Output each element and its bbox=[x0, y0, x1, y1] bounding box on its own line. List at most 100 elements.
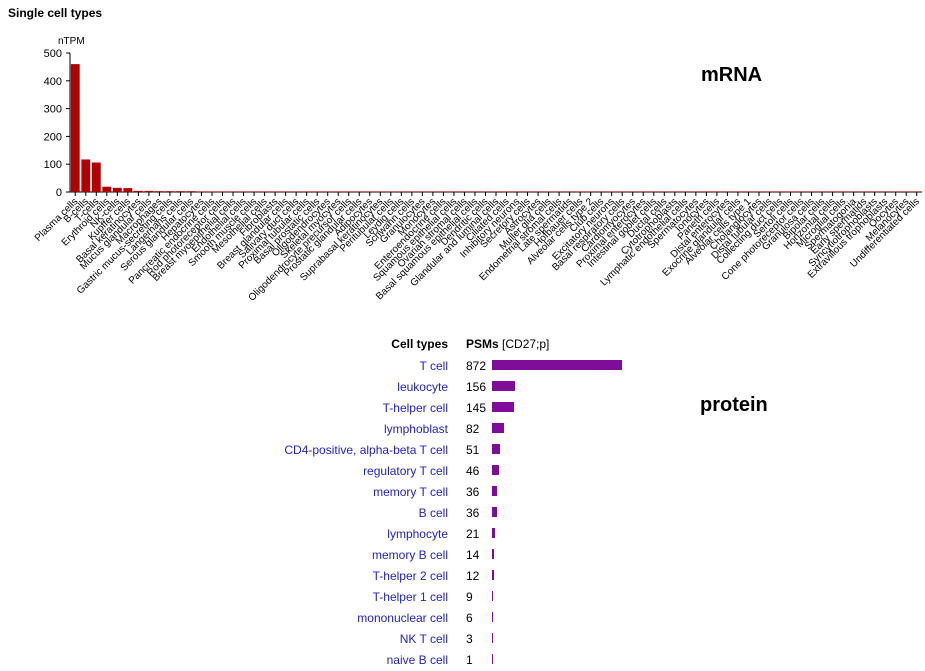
cell-type-link[interactable]: T-helper 2 cell bbox=[373, 569, 448, 583]
protein-bar bbox=[492, 528, 495, 538]
cell-type-link[interactable]: naive B cell bbox=[387, 653, 448, 667]
mrna-bar bbox=[628, 191, 637, 192]
protein-row: T cell 872 bbox=[0, 356, 925, 377]
mrna-bar bbox=[123, 188, 132, 192]
cell-type-link[interactable]: mononuclear cell bbox=[357, 611, 448, 625]
psm-value: 21 bbox=[466, 527, 479, 541]
mrna-bar bbox=[71, 64, 80, 192]
y-tick-label: 300 bbox=[44, 104, 62, 116]
mrna-bar bbox=[250, 191, 259, 192]
protein-row: lymphocyte 21 bbox=[0, 524, 925, 545]
mrna-bar bbox=[502, 191, 511, 192]
cell-type-link[interactable]: B cell bbox=[419, 506, 448, 520]
mrna-bar bbox=[313, 191, 322, 192]
mrna-bar bbox=[607, 191, 616, 192]
cell-type-link[interactable]: memory B cell bbox=[372, 548, 448, 562]
cell-type-link[interactable]: CD4-positive, alpha-beta T cell bbox=[284, 443, 448, 457]
mrna-bar bbox=[544, 191, 553, 192]
mrna-bar bbox=[460, 191, 469, 192]
mrna-bar bbox=[534, 191, 543, 192]
protein-bar bbox=[492, 612, 493, 622]
mrna-bar bbox=[597, 191, 606, 192]
protein-bar bbox=[492, 444, 500, 454]
mrna-bar bbox=[839, 191, 848, 192]
mrna-bar bbox=[439, 191, 448, 192]
cell-type-link[interactable]: T-helper 1 cell bbox=[373, 590, 448, 604]
cell-type-link[interactable]: lymphocyte bbox=[387, 527, 448, 541]
cell-type-link[interactable]: T cell bbox=[420, 359, 448, 373]
protein-psm-header: PSMs [CD27;p] bbox=[466, 337, 549, 351]
mrna-bar bbox=[712, 191, 721, 192]
psm-value: 3 bbox=[466, 632, 473, 646]
protein-bar bbox=[492, 549, 494, 559]
mrna-bar bbox=[586, 191, 595, 192]
protein-row: lymphoblast 82 bbox=[0, 419, 925, 440]
mrna-bar bbox=[807, 191, 816, 192]
cell-type-link[interactable]: regulatory T cell bbox=[363, 464, 448, 478]
y-tick-label: 100 bbox=[44, 159, 62, 171]
mrna-bar bbox=[81, 159, 90, 192]
cell-type-link[interactable]: T-helper cell bbox=[383, 401, 448, 415]
protein-bar bbox=[492, 465, 499, 475]
mrna-bar bbox=[670, 191, 679, 192]
mrna-bar bbox=[323, 191, 332, 192]
mrna-bar bbox=[649, 191, 658, 192]
protein-row: regulatory T cell 46 bbox=[0, 461, 925, 482]
mrna-bar bbox=[912, 191, 921, 192]
y-tick-label: 0 bbox=[56, 187, 62, 199]
psm-value: 46 bbox=[466, 464, 479, 478]
mrna-bar bbox=[639, 191, 648, 192]
mrna-bar bbox=[513, 191, 522, 192]
mrna-bar bbox=[881, 191, 890, 192]
mrna-bar bbox=[376, 191, 385, 192]
y-tick-label: 500 bbox=[44, 48, 62, 60]
mrna-bar bbox=[113, 188, 122, 192]
psm-value: 82 bbox=[466, 422, 479, 436]
cell-type-link[interactable]: leukocyte bbox=[397, 380, 448, 394]
mrna-bar bbox=[660, 191, 669, 192]
psm-value: 9 bbox=[466, 590, 473, 604]
mrna-bar bbox=[776, 191, 785, 192]
mrna-bar bbox=[397, 191, 406, 192]
mrna-bar bbox=[229, 191, 238, 192]
mrna-bar bbox=[166, 191, 175, 192]
protein-bar bbox=[492, 423, 504, 433]
mrna-bar bbox=[523, 191, 532, 192]
protein-bar bbox=[492, 507, 497, 517]
mrna-bar bbox=[218, 191, 227, 192]
mrna-bar bbox=[386, 191, 395, 192]
section-title: Single cell types bbox=[8, 6, 102, 20]
y-tick-label: 400 bbox=[44, 76, 62, 88]
mrna-bar bbox=[155, 191, 164, 192]
mrna-bar bbox=[176, 191, 185, 192]
mrna-bar bbox=[565, 191, 574, 192]
psm-header-unit: [CD27;p] bbox=[502, 337, 549, 351]
cell-type-link[interactable]: NK T cell bbox=[400, 632, 448, 646]
psm-value: 51 bbox=[466, 443, 479, 457]
mrna-label: mRNA bbox=[701, 64, 762, 87]
mrna-bar bbox=[292, 191, 301, 192]
psm-value: 36 bbox=[466, 485, 479, 499]
protein-bar bbox=[492, 570, 494, 580]
psm-value: 872 bbox=[466, 359, 486, 373]
mrna-bar bbox=[618, 191, 627, 192]
mrna-bar bbox=[576, 191, 585, 192]
mrna-bar bbox=[828, 191, 837, 192]
mrna-bar bbox=[860, 191, 869, 192]
mrna-bar bbox=[765, 191, 774, 192]
protein-bar bbox=[492, 591, 493, 601]
psm-value: 36 bbox=[466, 506, 479, 520]
cell-type-link[interactable]: lymphoblast bbox=[384, 422, 448, 436]
cell-type-link[interactable]: memory T cell bbox=[373, 485, 448, 499]
mrna-bar bbox=[902, 191, 911, 192]
mrna-bar bbox=[344, 191, 353, 192]
y-axis-label: nTPM bbox=[58, 36, 85, 47]
mrna-bar bbox=[450, 191, 459, 192]
mrna-bar bbox=[144, 191, 153, 192]
psm-header-label: PSMs bbox=[466, 337, 499, 351]
